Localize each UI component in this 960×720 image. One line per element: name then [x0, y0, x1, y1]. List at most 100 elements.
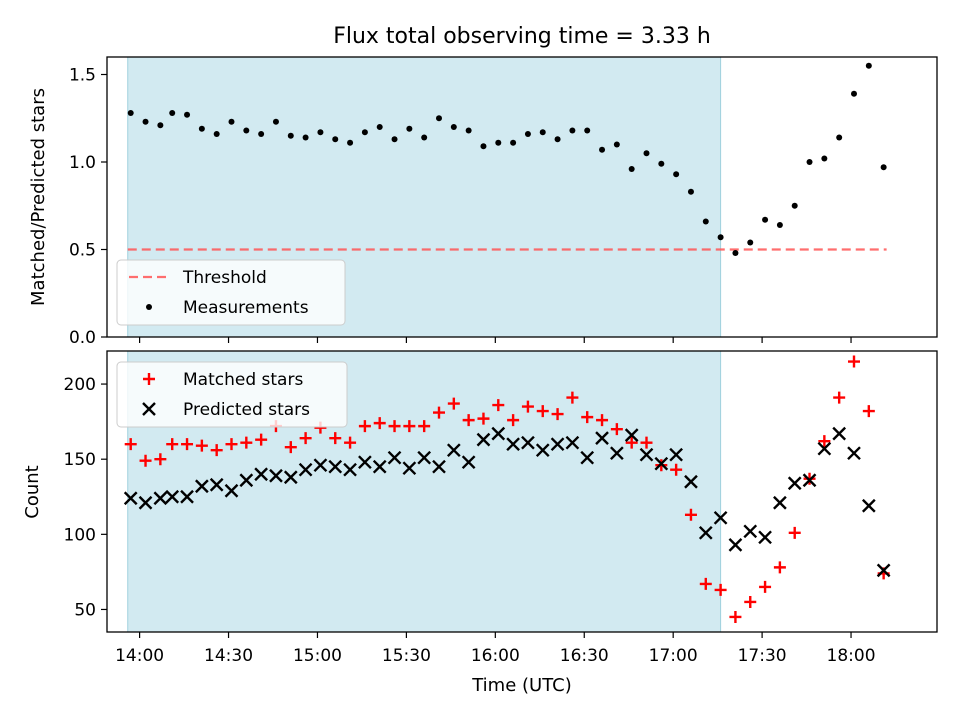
- bottom-matched-point: [462, 414, 475, 427]
- bottom-legend-label: Predicted stars: [183, 400, 310, 420]
- bottom-matched-point: [166, 438, 179, 451]
- bottom-matched-point: [181, 438, 194, 451]
- bottom-predicted-point: [728, 537, 743, 552]
- top-measurement-point: [213, 131, 220, 137]
- bottom-predicted-point: [417, 450, 432, 465]
- bottom-matched-point: [699, 577, 712, 590]
- bottom-matched-point: [640, 436, 653, 449]
- top-measurement-point: [806, 159, 813, 165]
- top-measurement-point: [495, 139, 502, 146]
- top-measurement-point: [184, 111, 191, 118]
- bottom-matched-point: [255, 433, 268, 446]
- top-measurement-point: [376, 124, 383, 130]
- x-tick-label: 14:00: [115, 646, 164, 666]
- top-legend-label: Measurements: [183, 298, 309, 318]
- bottom-matched-point: [848, 355, 860, 368]
- top-measurement-point: [717, 234, 724, 241]
- top-measurement-point: [613, 141, 620, 148]
- top-measurement-point: [436, 115, 442, 122]
- bottom-predicted-point: [847, 446, 861, 461]
- bottom-matched-point: [610, 423, 623, 436]
- top-measurement-point: [510, 139, 517, 146]
- top-measurement-point: [776, 222, 783, 228]
- bottom-y-tick-label: 50: [74, 600, 96, 620]
- bottom-predicted-point: [180, 489, 194, 504]
- bottom-matched-point: [862, 405, 875, 418]
- top-measurement-point: [361, 129, 368, 136]
- bottom-matched-point: [124, 438, 137, 451]
- bottom-predicted-point: [773, 495, 787, 510]
- bottom-legend-box: [116, 361, 348, 428]
- top-measurement-point: [836, 134, 843, 141]
- bottom-matched-point: [507, 414, 520, 427]
- top-measurement-point: [762, 216, 769, 223]
- bottom-matched-point: [833, 391, 846, 404]
- bottom-predicted-point: [254, 467, 268, 482]
- bottom-matched-point: [818, 435, 831, 448]
- bottom-y-tick-label: 200: [64, 375, 96, 395]
- top-measurement-point: [465, 127, 472, 134]
- bottom-matched-point: [714, 583, 727, 596]
- top-measurement-point: [599, 146, 606, 153]
- bottom-legend-label: Matched stars: [183, 370, 303, 390]
- bottom-matched-point: [447, 397, 460, 410]
- top-measurement-point: [272, 118, 279, 125]
- top-legend-label: Threshold: [182, 268, 267, 288]
- top-measurement-point: [127, 110, 134, 116]
- bottom-matched-point: [329, 432, 342, 445]
- bottom-predicted-point: [565, 435, 580, 450]
- top-measurement-point: [406, 125, 413, 132]
- bottom-predicted-point: [595, 431, 609, 446]
- bottom-predicted-point: [669, 447, 683, 462]
- top-measurement-point: [391, 136, 398, 143]
- bottom-matched-point: [536, 405, 549, 418]
- top-y-tick-label: 1.5: [69, 66, 96, 86]
- top-measurement-point: [732, 250, 739, 256]
- bottom-matched-point: [492, 399, 505, 412]
- bottom-predicted-point: [476, 432, 491, 447]
- bottom-predicted-point: [123, 491, 138, 506]
- top-measurement-point: [317, 129, 324, 136]
- bottom-predicted-point: [239, 473, 254, 488]
- bottom-predicted-point: [758, 530, 772, 545]
- top-measurement-point: [347, 139, 354, 146]
- top-y-tick-label: 0.0: [69, 328, 96, 348]
- bottom-matched-point: [240, 436, 253, 449]
- top-measurement-point: [302, 134, 309, 141]
- bottom-predicted-point: [372, 459, 387, 474]
- x-tick-label: 17:00: [649, 646, 698, 666]
- bottom-predicted-point: [550, 437, 565, 452]
- bottom-matched-point: [581, 411, 594, 424]
- top-measurement-point: [198, 125, 205, 132]
- bottom-matched-point: [139, 454, 152, 467]
- bottom-matched-point: [225, 438, 238, 451]
- bottom-matched-point: [521, 400, 534, 413]
- bottom-matched-point: [729, 610, 742, 623]
- top-measurement-point: [658, 160, 665, 167]
- top-measurement-point: [569, 127, 576, 134]
- bottom-y-axis-label: Count: [22, 465, 43, 518]
- bottom-matched-point: [403, 420, 416, 433]
- bottom-matched-point: [744, 595, 757, 608]
- bottom-matched-point: [596, 414, 609, 427]
- top-measurement-point: [157, 122, 164, 129]
- bottom-matched-point: [418, 420, 431, 433]
- x-tick-label: 14:30: [204, 646, 253, 666]
- top-measurement-point: [450, 124, 457, 130]
- x-tick-label: 15:00: [293, 646, 342, 666]
- bottom-matched-point: [433, 406, 445, 419]
- top-measurement-point: [643, 150, 650, 157]
- top-measurement-point: [851, 90, 857, 97]
- top-measurement-point: [421, 134, 428, 141]
- top-legend-box: [116, 259, 346, 326]
- top-legend: Threshold Measurements: [116, 259, 346, 326]
- top-measurement-point: [539, 129, 546, 136]
- bottom-matched-point: [551, 408, 564, 421]
- top-measurement-point: [142, 118, 149, 125]
- bottom-predicted-point: [684, 474, 698, 489]
- x-tick-label: 15:30: [382, 646, 431, 666]
- bottom-y-tick-label: 150: [64, 450, 96, 470]
- bottom-predicted-point: [224, 483, 239, 498]
- bottom-predicted-point: [654, 456, 669, 471]
